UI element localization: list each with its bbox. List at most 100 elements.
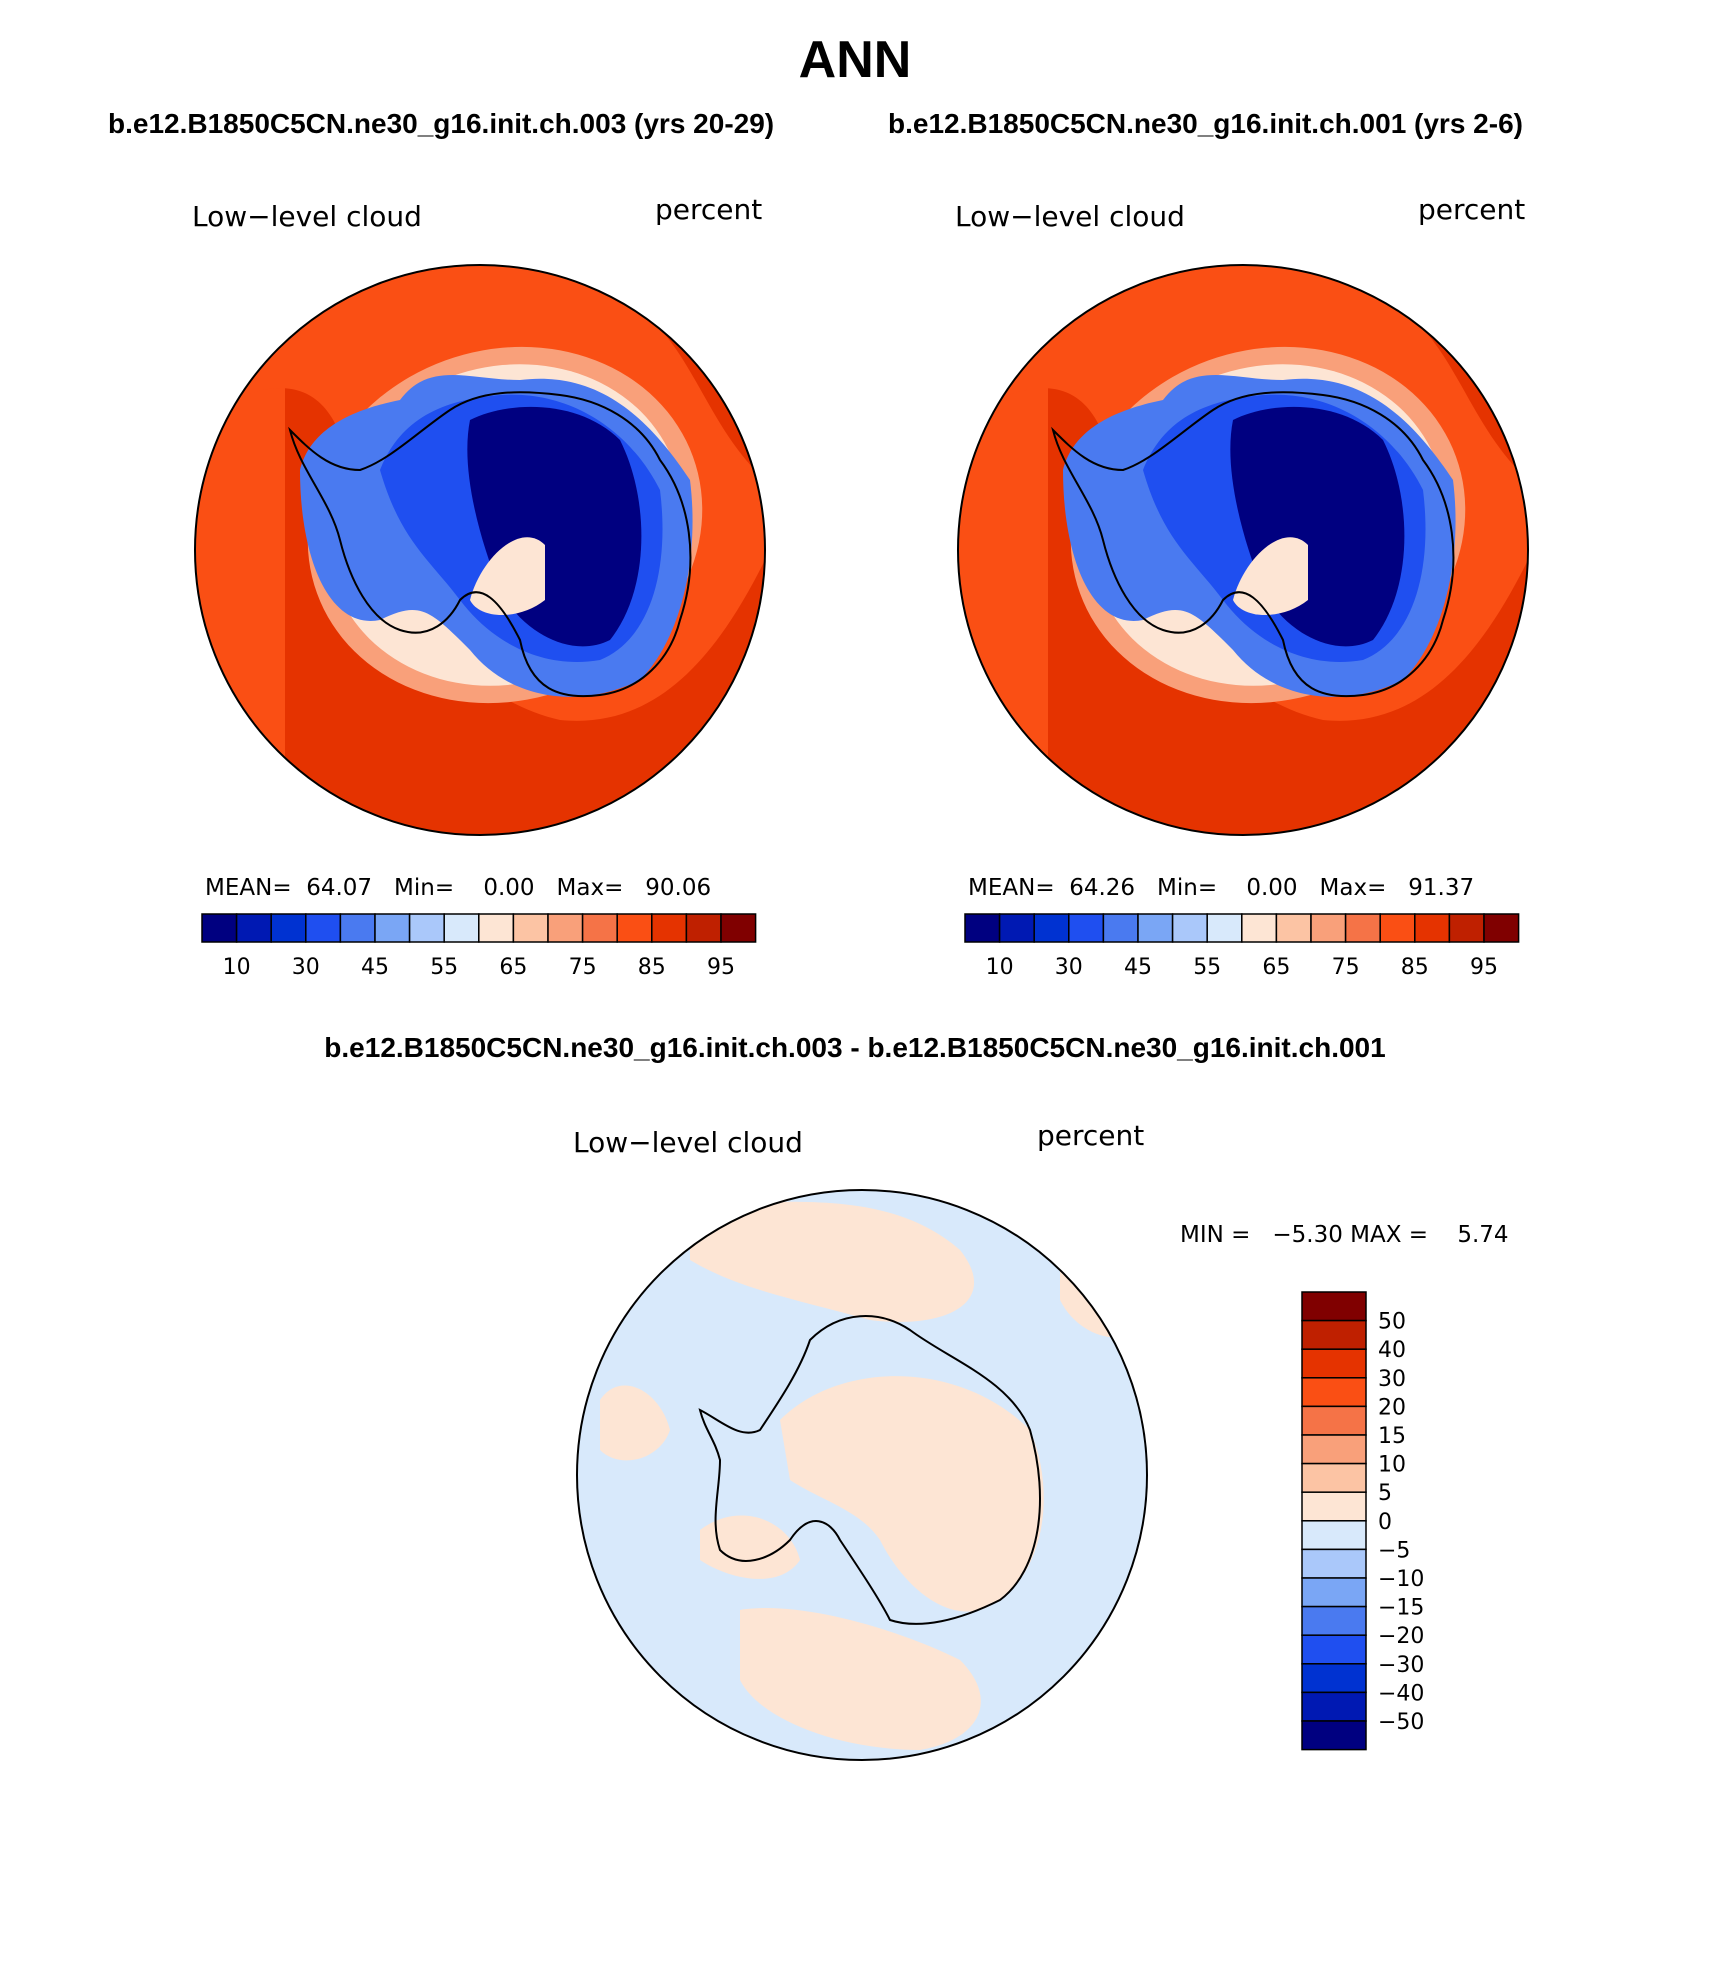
colorbar-right-tick-label: 45 — [1124, 955, 1152, 980]
colorbar-diff-swatch — [1301, 1520, 1367, 1551]
colorbar-left-swatch — [478, 913, 515, 943]
colorbar-left-swatch — [547, 913, 584, 943]
colorbar-diff-tick-label: 40 — [1378, 1338, 1406, 1363]
colorbar-right-tick-label: 85 — [1401, 955, 1429, 980]
colorbar-right-tick-label: 75 — [1332, 955, 1360, 980]
map-diff — [577, 1190, 1147, 1760]
max-value-left: 90.06 — [645, 875, 712, 901]
mean-label-right: MEAN= — [968, 875, 1055, 901]
colorbar-diff-swatch — [1301, 1491, 1367, 1522]
map-diff-positive-area-6 — [700, 1515, 800, 1579]
colorbar-left-tick-label: 65 — [499, 955, 527, 980]
colorbar-diff-tick-label: −40 — [1378, 1681, 1424, 1706]
mean-value-left: 64.07 — [306, 875, 373, 901]
colorbar-diff-tick-label: 30 — [1378, 1367, 1406, 1392]
max-value-diff: 5.74 — [1457, 1222, 1509, 1248]
colorbar-right-tick-label: 55 — [1193, 955, 1221, 980]
colorbar-right-swatch — [1310, 913, 1347, 943]
colorbar-right-swatch — [1275, 913, 1312, 943]
colorbar-left-swatch — [305, 913, 342, 943]
colorbar-diff-tick-label: −5 — [1378, 1538, 1410, 1563]
colorbar-left-swatch — [651, 913, 688, 943]
map-left-border — [194, 264, 766, 836]
min-label-right: Min= — [1157, 875, 1218, 901]
colorbar-right: 10 30 45 55 65 75 85 95 — [964, 913, 1520, 980]
colorbar-right-tick-label: 30 — [1055, 955, 1083, 980]
colorbar-left-tick-label: 75 — [569, 955, 597, 980]
map-diff-positive-area-3 — [600, 1385, 670, 1461]
mean-label-left: MEAN= — [205, 875, 292, 901]
colorbar-right-swatch — [998, 913, 1035, 943]
colorbar-left-swatch — [408, 913, 445, 943]
colorbar-right-swatch — [1033, 913, 1070, 943]
colorbar-diff-swatch — [1301, 1405, 1367, 1436]
colorbar-diff-swatch — [1301, 1377, 1367, 1408]
var-label-right: Low−level cloud — [955, 200, 1185, 233]
colorbar-left-swatch — [374, 913, 411, 943]
min-value-right: 0.00 — [1246, 875, 1298, 901]
stats-diff: MIN = −5.30 MAX = 5.74 — [1180, 1222, 1509, 1248]
colorbar-right-swatch — [1414, 913, 1451, 943]
colorbar-left-tick-label: 30 — [292, 955, 320, 980]
colorbar-left-swatch — [512, 913, 549, 943]
colorbar-diff-tick-label: −15 — [1378, 1596, 1424, 1621]
max-label-left: Max= — [556, 875, 624, 901]
colorbar-left-swatch — [616, 913, 653, 943]
colorbar-left-swatch — [581, 913, 618, 943]
main-title: ANN — [798, 31, 912, 89]
case-title-right: b.e12.B1850C5CN.ne30_g16.init.ch.001 (yr… — [888, 108, 1523, 139]
colorbar-diff-tick-label: 50 — [1378, 1310, 1406, 1335]
colorbar-right-swatch — [1241, 913, 1278, 943]
colorbar-right-swatch — [1102, 913, 1139, 943]
mean-value-right: 64.26 — [1069, 875, 1136, 901]
colorbar-diff-swatch — [1301, 1663, 1367, 1694]
colorbar-right-swatch — [964, 913, 1001, 943]
colorbar-left-tick-label: 95 — [707, 955, 735, 980]
colorbar-left-swatch — [443, 913, 480, 943]
colorbar-diff-tick-label: 5 — [1378, 1481, 1392, 1506]
colorbar-left-tick-label: 10 — [223, 955, 251, 980]
map-diff-positive-area-4 — [740, 1608, 981, 1750]
diff-title: b.e12.B1850C5CN.ne30_g16.init.ch.003 - b… — [324, 1032, 1386, 1063]
colorbar-diff-tick-label: 15 — [1378, 1424, 1406, 1449]
var-label-left: Low−level cloud — [192, 200, 422, 233]
colorbar-diff-swatch — [1301, 1691, 1367, 1722]
max-label-right: Max= — [1319, 875, 1387, 901]
colorbar-diff-tick-label: −20 — [1378, 1624, 1424, 1649]
colorbar-diff-tick-label: 10 — [1378, 1453, 1406, 1478]
colorbar-diff-tick-label: 0 — [1378, 1510, 1392, 1535]
map-diff-positive-area-1 — [690, 1200, 975, 1322]
stats-right: MEAN= 64.26 Min= 0.00 Max= 91.37 — [968, 875, 1474, 901]
colorbar-left-tick-label: 45 — [361, 955, 389, 980]
colorbar-diff-swatch — [1301, 1548, 1367, 1579]
colorbar-right-swatch — [1483, 913, 1520, 943]
colorbar-right-swatch — [1206, 913, 1243, 943]
colorbar-diff-swatch — [1301, 1462, 1367, 1493]
colorbar-right-swatch — [1137, 913, 1174, 943]
colorbar-diff-swatch — [1301, 1291, 1367, 1322]
colorbar-left-swatch — [201, 913, 238, 943]
min-label-diff: MIN = — [1180, 1222, 1251, 1248]
map-diff-coastline — [698, 1315, 1041, 1625]
colorbar-left-tick-label: 85 — [638, 955, 666, 980]
colorbar-diff-swatch — [1301, 1605, 1367, 1636]
max-label-diff: MAX = — [1350, 1222, 1429, 1248]
colorbar-right-swatch — [1448, 913, 1485, 943]
colorbar-left-tick-label: 55 — [430, 955, 458, 980]
var-label-diff: Low−level cloud — [573, 1126, 803, 1159]
colorbar-right-swatch — [1344, 913, 1381, 943]
colorbar-right-tick-label: 95 — [1470, 955, 1498, 980]
colorbar-diff-swatch — [1301, 1577, 1367, 1608]
min-value-diff: −5.30 — [1272, 1222, 1343, 1248]
colorbar-left-swatch — [235, 913, 272, 943]
colorbar-diff-swatch — [1301, 1720, 1367, 1751]
colorbar-diff-swatch — [1301, 1319, 1367, 1350]
map-right-west-band — [958, 265, 1048, 835]
max-value-right: 91.37 — [1408, 875, 1475, 901]
map-right-coastline — [1051, 391, 1455, 698]
colorbar-diff-tick-label: −30 — [1378, 1653, 1424, 1678]
colorbar-left: 10 30 45 55 65 75 85 95 — [201, 913, 757, 980]
colorbar-right-tick-label: 65 — [1262, 955, 1290, 980]
map-diff-positive-area-2 — [780, 1376, 1044, 1612]
